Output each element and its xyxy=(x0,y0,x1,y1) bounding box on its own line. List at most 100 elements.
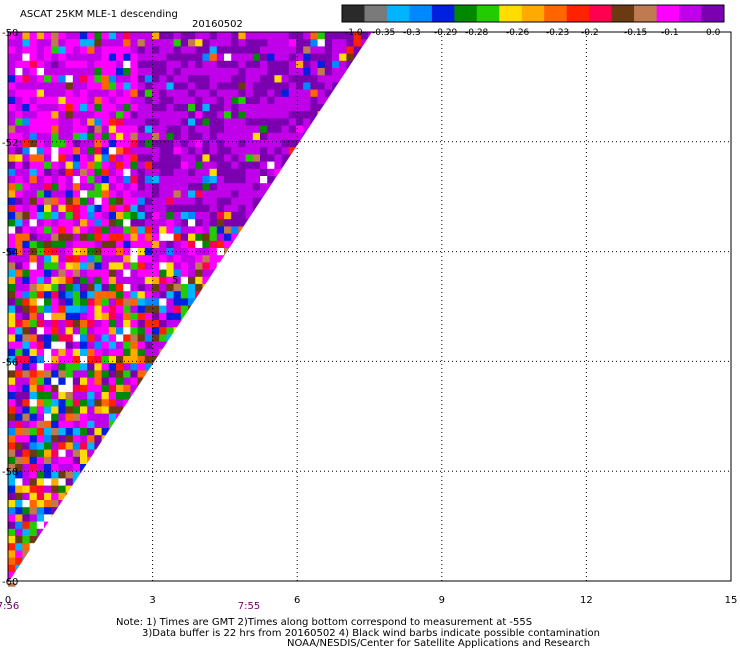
colorbar-frame xyxy=(341,4,725,23)
swath-cell xyxy=(58,327,66,335)
swath-cell xyxy=(15,168,23,177)
swath-cell xyxy=(44,406,52,414)
swath-cell xyxy=(267,82,275,90)
swath-cell xyxy=(303,104,311,112)
swath-cell xyxy=(216,89,225,98)
swath-cell xyxy=(296,46,304,54)
swath-cell xyxy=(116,248,124,256)
swath-cell xyxy=(65,334,74,342)
swath-cell xyxy=(80,305,88,314)
swath-cell xyxy=(130,320,138,328)
swath-cell xyxy=(15,305,23,314)
time-label: 7:55 xyxy=(238,601,260,612)
swath-cell xyxy=(51,420,59,429)
swath-cell xyxy=(116,96,124,105)
swath-cell xyxy=(8,68,16,76)
swath-cell xyxy=(87,428,95,436)
swath-cell xyxy=(51,269,59,278)
swath-cell xyxy=(58,60,66,69)
swath-cell xyxy=(137,334,146,342)
swath-cell xyxy=(15,291,23,299)
swath-cell xyxy=(8,406,16,414)
swath-cell xyxy=(22,53,30,62)
swath-cell xyxy=(281,39,290,47)
swath-cell xyxy=(36,406,45,414)
swath-cell xyxy=(166,327,174,335)
swath-cell xyxy=(15,406,23,414)
swath-cell xyxy=(231,140,239,148)
swath-cell xyxy=(87,219,95,227)
swath-cell xyxy=(231,197,239,206)
swath-cell xyxy=(29,197,38,206)
swath-cell xyxy=(144,291,153,299)
swath-cell xyxy=(137,46,146,54)
swath-cell xyxy=(123,248,131,256)
swath-cell xyxy=(339,53,347,62)
swath-cell xyxy=(29,161,38,170)
swath-cell xyxy=(29,176,38,184)
swath-cell xyxy=(324,39,333,47)
colorbar-swatch xyxy=(431,5,455,22)
swath-cell xyxy=(130,190,138,198)
swath-cell xyxy=(144,161,153,170)
swath-cell xyxy=(159,284,167,292)
swath-cell xyxy=(159,46,167,54)
swath-cell xyxy=(72,406,81,414)
swath-cell xyxy=(123,291,131,299)
swath-cell xyxy=(152,161,160,170)
swath-cell xyxy=(209,240,218,249)
swath-cell xyxy=(15,111,23,119)
swath-cell xyxy=(94,197,102,206)
swath-cell xyxy=(101,363,110,371)
swath-cell xyxy=(116,39,124,47)
swath-cell xyxy=(22,312,30,321)
swath-cell xyxy=(51,75,59,83)
swath-cell xyxy=(238,89,246,98)
colorbar-swatch xyxy=(634,5,657,22)
swath-cell xyxy=(288,68,297,76)
swath-cell xyxy=(166,111,174,119)
swath-cell xyxy=(231,219,239,227)
swath-cell xyxy=(317,53,326,62)
swath-cell xyxy=(180,39,189,47)
swath-cell xyxy=(310,60,318,69)
swath-cell xyxy=(159,176,167,184)
swath-cell xyxy=(87,82,95,90)
swath-cell xyxy=(108,89,117,98)
swath-cell xyxy=(281,154,290,162)
swath-cell xyxy=(116,118,124,126)
swath-annotation: 5 xyxy=(172,275,178,286)
swath-cell xyxy=(195,284,203,292)
swath-cell xyxy=(22,348,30,357)
swath-cell xyxy=(166,60,174,69)
swath-cell xyxy=(173,140,182,148)
swath-cell xyxy=(8,564,16,573)
swath-cell xyxy=(274,125,282,134)
swath-cell xyxy=(29,305,38,314)
swath-cell xyxy=(72,320,81,328)
swath-cell xyxy=(94,176,102,184)
swath-cell xyxy=(166,132,174,141)
swath-cell xyxy=(180,104,189,112)
swath-cell xyxy=(87,392,95,400)
swath-cell xyxy=(87,176,95,184)
swath-cell xyxy=(15,428,23,436)
swath-cell xyxy=(94,356,102,364)
swath-cell xyxy=(15,284,23,292)
swath-cell xyxy=(281,140,290,148)
swath-cell xyxy=(108,212,117,220)
swath-cell xyxy=(188,161,196,170)
swath-cell xyxy=(72,471,81,479)
y-tick-label: -52 xyxy=(2,138,18,149)
swath-cell xyxy=(15,39,23,47)
swath-cell xyxy=(281,32,290,40)
swath-cell xyxy=(36,384,45,393)
swath-cell xyxy=(159,204,167,213)
swath-cell xyxy=(180,125,189,134)
swath-cell xyxy=(152,183,160,191)
swath-cell xyxy=(87,140,95,148)
swath-cell xyxy=(159,327,167,335)
swath-cell xyxy=(15,348,23,357)
swath-cell xyxy=(108,46,117,54)
swath-cell xyxy=(123,140,131,148)
